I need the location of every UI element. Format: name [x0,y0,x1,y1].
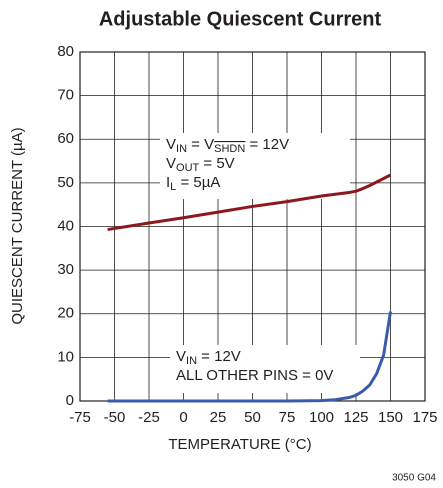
x-tick-label: 100 [309,409,334,426]
annotation-segment: I [166,174,170,191]
x-tick-label: -75 [69,409,91,426]
x-axis-label: TEMPERATURE (°C) [168,436,311,453]
annotation-segment: L [170,181,176,193]
annotation-text: VIN = VSHDN = 12V [166,136,289,155]
y-tick-label: 20 [57,305,74,322]
annotation-segment: SHDN [214,143,245,155]
x-tick-label: 0 [179,409,187,426]
y-axis-label: QUIESCENT CURRENT (µA) [9,127,26,324]
annotation-segment: = 5V [199,155,234,172]
x-tick-label: -25 [138,409,160,426]
annotation-text: ALL OTHER PINS = 0V [176,367,333,384]
annotation-segment: V [166,136,176,153]
annotation-segment: ALL OTHER PINS = 0V [176,367,333,384]
annotation-text: VIN = 12V [176,348,241,367]
y-tick-label: 0 [66,392,74,409]
x-tick-label: 175 [412,409,437,426]
data-line [107,311,392,403]
annotation-segment: = 12V [197,348,241,365]
x-tick-label: 125 [343,409,368,426]
annotation-segment: IN [186,355,197,367]
chart-title: Adjustable Quiescent Current [99,8,382,30]
x-tick-label: 75 [279,409,296,426]
annotation-box [170,345,360,393]
annotation-text: IL = 5µA [166,174,220,193]
annotation-segment: IN [176,143,187,155]
y-tick-label: 40 [57,217,74,234]
annotation-segment: = 5µA [176,174,220,191]
y-tick-label: 60 [57,130,74,147]
x-tick-label: -50 [104,409,126,426]
annotation-segment: = 12V [245,136,289,153]
x-tick-label: 25 [210,409,227,426]
y-tick-label: 50 [57,174,74,191]
annotation-segment: V [166,155,176,172]
footnote: 3050 G04 [392,473,436,484]
data-line [107,173,392,232]
annotation-segment: OUT [176,162,200,174]
y-tick-label: 10 [57,348,74,365]
annotation-text: VOUT = 5V [166,155,235,174]
annotation-box [160,133,350,199]
x-tick-label: 50 [244,409,261,426]
annotation-segment: = V [187,136,214,153]
annotation-segment: V [176,348,186,365]
y-tick-label: 30 [57,261,74,278]
y-tick-label: 80 [57,43,74,60]
x-tick-label: 150 [378,409,403,426]
y-tick-label: 70 [57,87,74,104]
